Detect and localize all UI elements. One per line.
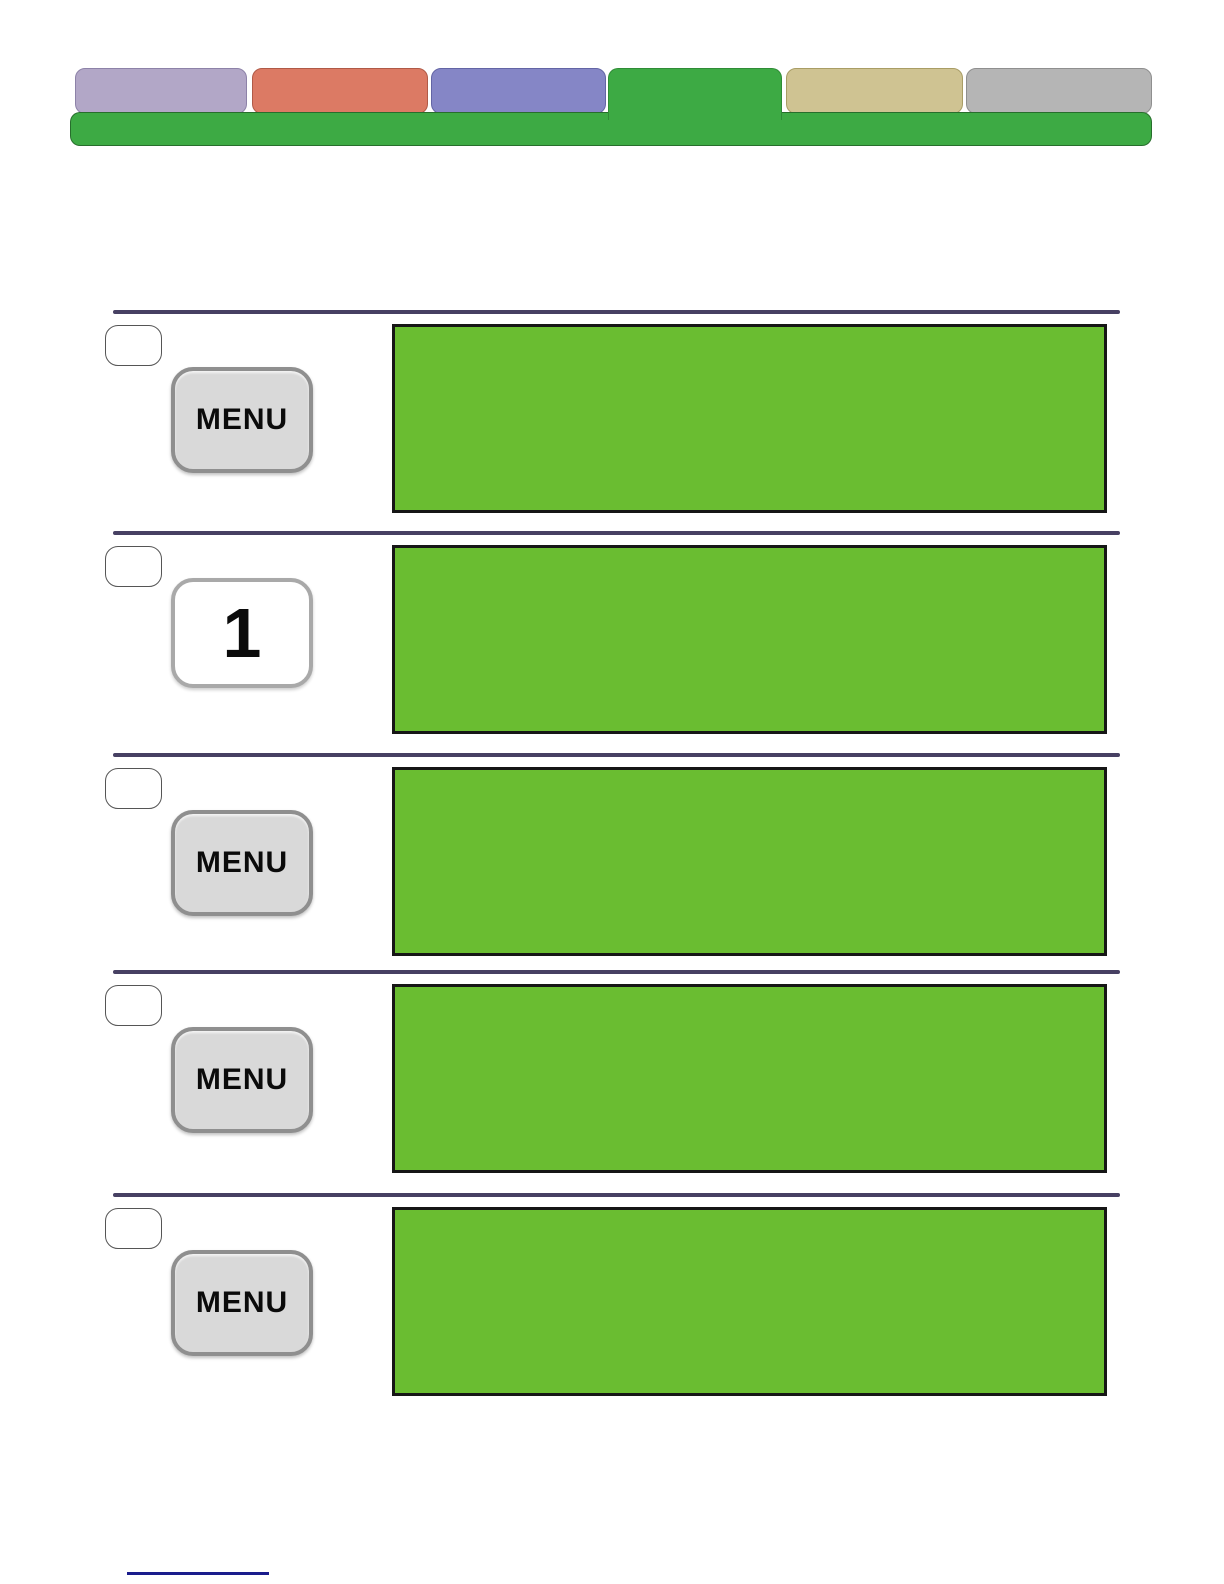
number-key-graphic: 1 [171, 578, 313, 688]
instruction-step-3: MENU [0, 753, 1224, 974]
step-number-box [105, 768, 162, 809]
menu-key-label: MENU [195, 403, 289, 436]
index-tab-tan [786, 68, 963, 114]
menu-key-label: MENU [195, 846, 289, 879]
step-number-box [105, 1208, 162, 1249]
instruction-step-1: MENU [0, 310, 1224, 531]
index-tab-green-active [608, 68, 782, 120]
index-tab-periwinkle [431, 68, 606, 114]
step-divider [113, 531, 1120, 535]
index-tab-gray [966, 68, 1152, 114]
menu-key-graphic: MENU [171, 1027, 313, 1133]
menu-key-label: MENU [195, 1286, 289, 1319]
step-divider [113, 1193, 1120, 1197]
menu-key-graphic: MENU [171, 810, 313, 916]
menu-key-graphic: MENU [171, 1250, 313, 1356]
menu-key-graphic: MENU [171, 367, 313, 473]
step-divider [113, 753, 1120, 757]
instruction-step-4: MENU [0, 970, 1224, 1191]
footnote-rule [127, 1572, 269, 1575]
step-number-box [105, 325, 162, 366]
instruction-step-5: MENU [0, 1193, 1224, 1414]
step-divider [113, 970, 1120, 974]
step-number-box [105, 985, 162, 1026]
instruction-step-2: 1 [0, 531, 1224, 752]
index-tab-salmon [252, 68, 428, 114]
menu-key-label: MENU [195, 1063, 289, 1096]
screen-placeholder [392, 984, 1107, 1173]
screen-placeholder [392, 767, 1107, 956]
number-key-label: 1 [222, 594, 262, 672]
screen-placeholder [392, 1207, 1107, 1396]
step-divider [113, 310, 1120, 314]
index-tab-lavender [75, 68, 247, 114]
step-number-box [105, 546, 162, 587]
screen-placeholder [392, 545, 1107, 734]
screen-placeholder [392, 324, 1107, 513]
